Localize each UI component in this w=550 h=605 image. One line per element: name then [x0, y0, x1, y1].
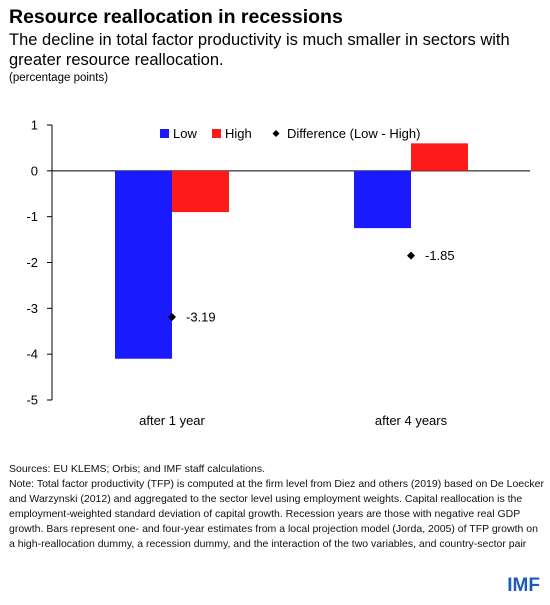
sources-text: Sources: EU KLEMS; Orbis; and IMF staff …: [9, 463, 265, 475]
bar-chart: 1 0 -1 -2 -3 -4 -5 after 1 year -3.19 after 4 yea…: [26, 118, 530, 428]
legend-swatch-low: [160, 129, 169, 138]
bar-high-2: [411, 143, 468, 171]
difference-data-label: -3.19: [186, 310, 216, 325]
difference-marker-2: [407, 251, 415, 260]
chart-subtitle: The decline in total factor productivity…: [9, 31, 510, 69]
legend-label-difference: Difference (Low - High): [287, 126, 420, 141]
legend-swatch-high: [212, 129, 221, 138]
bar-low-2: [354, 170, 411, 229]
bar-high-1: [172, 170, 229, 213]
y-tick-label: 0: [31, 163, 38, 178]
x-category-label: after 4 years: [375, 413, 448, 428]
y-tick-label: 1: [31, 118, 38, 133]
notes-block: Sources: EU KLEMS; Orbis; and IMF staff …: [9, 462, 544, 552]
legend-marker-difference: [272, 130, 280, 137]
imf-logo: IMF: [507, 575, 540, 596]
y-tick-label: -5: [26, 393, 38, 408]
unit-label: (percentage points): [9, 72, 109, 84]
legend-label-high: High: [225, 126, 252, 141]
y-tick-label: -1: [26, 209, 38, 224]
y-tick-label: -3: [26, 301, 38, 316]
y-tick-label: -2: [26, 255, 38, 270]
legend-label-low: Low: [173, 126, 197, 141]
note-text: Note: Total factor productivity (TFP) is…: [9, 478, 544, 550]
bar-low-1: [115, 170, 172, 359]
y-tick-label: -4: [26, 347, 38, 362]
x-category-label: after 1 year: [139, 413, 205, 428]
difference-data-label: -1.85: [425, 248, 455, 263]
chart-title: Resource reallocation in recessions: [9, 6, 343, 28]
difference-marker-1: [168, 313, 176, 322]
